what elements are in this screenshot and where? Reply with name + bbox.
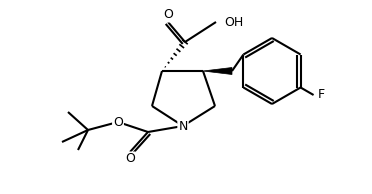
Text: O: O — [125, 152, 135, 165]
Text: O: O — [163, 9, 173, 22]
Text: O: O — [113, 115, 123, 128]
Text: F: F — [318, 88, 325, 101]
Polygon shape — [203, 68, 232, 74]
Text: N: N — [178, 120, 188, 133]
Text: OH: OH — [224, 16, 243, 29]
